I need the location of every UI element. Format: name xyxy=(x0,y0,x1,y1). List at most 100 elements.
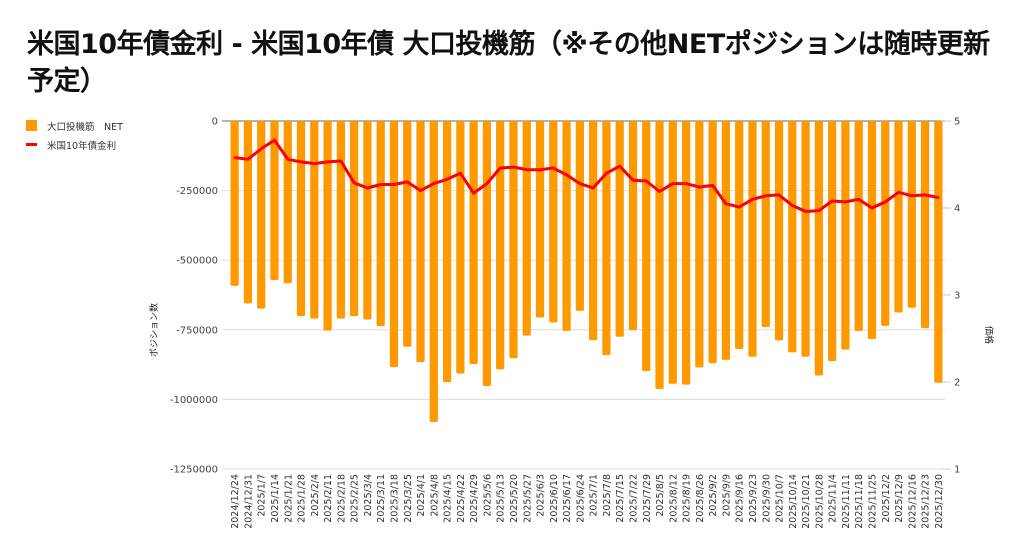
bar-2025/9/23[interactable] xyxy=(748,121,757,357)
yield-point-2025/6/3[interactable] xyxy=(538,168,542,171)
bar-2025/12/16[interactable] xyxy=(907,121,916,308)
yield-point-2025/9/16[interactable] xyxy=(737,205,741,209)
yield-point-2025/11/4[interactable] xyxy=(830,199,834,203)
bar-2025/7/1[interactable] xyxy=(589,121,598,341)
bar-2025/7/22[interactable] xyxy=(628,121,638,331)
yield-point-2025/1/7[interactable] xyxy=(259,147,263,151)
bar-2025/7/29[interactable] xyxy=(642,121,651,372)
yield-point-2025/7/15[interactable] xyxy=(618,165,621,168)
bar-2025/11/18[interactable] xyxy=(854,121,863,331)
yield-point-2025/10/28[interactable] xyxy=(817,209,821,212)
bar-2025/9/9[interactable] xyxy=(721,121,731,360)
yield-point-2025/11/18[interactable] xyxy=(857,198,860,201)
bar-2025/3/18[interactable] xyxy=(389,121,399,368)
bar-2025/2/18[interactable] xyxy=(336,121,345,319)
bar-2025/12/23[interactable] xyxy=(920,121,930,329)
yield-point-2025/12/9[interactable] xyxy=(897,191,900,194)
yield-point-2025/4/8[interactable] xyxy=(432,182,436,185)
bar-2025/12/9[interactable] xyxy=(894,121,903,313)
legend-item-yield[interactable]: 米国10年債金利 xyxy=(26,135,123,154)
yield-point-2025/4/15[interactable] xyxy=(445,178,449,181)
yield-point-2025/6/10[interactable] xyxy=(552,166,555,170)
yield-point-2025/9/2[interactable] xyxy=(711,184,714,187)
yield-point-2025/5/20[interactable] xyxy=(512,165,515,169)
yield-point-2025/4/22[interactable] xyxy=(459,172,462,175)
yield-point-2025/2/4[interactable] xyxy=(313,162,316,165)
bar-2025/10/28[interactable] xyxy=(814,121,823,376)
bar-2025/2/4[interactable] xyxy=(310,121,319,319)
yield-point-2025/12/2[interactable] xyxy=(884,200,887,204)
yield-point-2025/8/5[interactable] xyxy=(658,190,661,193)
yield-point-2025/12/30[interactable] xyxy=(937,196,940,199)
yield-point-2025/9/9[interactable] xyxy=(724,202,728,205)
yield-point-2025/7/1[interactable] xyxy=(591,186,595,190)
bar-2025/8/26[interactable] xyxy=(695,121,704,368)
bar-2025/5/27[interactable] xyxy=(522,121,531,336)
yield-point-2025/10/21[interactable] xyxy=(804,210,807,213)
yield-point-2024/12/24[interactable] xyxy=(233,156,236,159)
bar-2025/7/15[interactable] xyxy=(615,121,624,337)
bar-2025/7/8[interactable] xyxy=(602,121,611,356)
yield-point-2024/12/31[interactable] xyxy=(246,158,250,161)
yield-line[interactable] xyxy=(234,138,939,213)
bar-2025/5/6[interactable] xyxy=(482,121,492,387)
bar-2025/3/11[interactable] xyxy=(376,121,385,327)
yield-point-2025/6/17[interactable] xyxy=(565,173,568,177)
bar-2025/4/15[interactable] xyxy=(442,121,452,383)
bar-2025/11/11[interactable] xyxy=(841,121,850,350)
yield-point-2025/2/18[interactable] xyxy=(339,159,343,163)
bar-2025/1/28[interactable] xyxy=(296,121,306,317)
yield-point-2025/9/30[interactable] xyxy=(764,194,767,198)
yield-point-2025/7/29[interactable] xyxy=(645,179,648,183)
bar-2025/8/19[interactable] xyxy=(681,121,691,385)
bar-2025/3/25[interactable] xyxy=(403,121,412,347)
bar-2025/4/29[interactable] xyxy=(469,121,478,365)
yield-point-2025/4/1[interactable] xyxy=(419,189,422,192)
bar-2025/2/11[interactable] xyxy=(323,121,332,331)
bar-2025/6/10[interactable] xyxy=(549,121,558,323)
yield-point-2025/5/6[interactable] xyxy=(485,182,489,185)
bar-2025/5/20[interactable] xyxy=(509,121,518,359)
bar-2025/3/4[interactable] xyxy=(363,121,372,320)
yield-point-2025/5/27[interactable] xyxy=(525,168,528,171)
bar-2025/9/16[interactable] xyxy=(735,121,744,350)
yield-point-2025/9/23[interactable] xyxy=(751,198,754,201)
yield-point-2025/7/8[interactable] xyxy=(605,172,608,175)
bar-2025/1/7[interactable] xyxy=(257,121,266,309)
bar-2024/12/31[interactable] xyxy=(243,121,253,304)
yield-point-2025/2/25[interactable] xyxy=(352,181,356,184)
yield-point-2025/6/24[interactable] xyxy=(578,182,582,185)
yield-point-2025/1/21[interactable] xyxy=(286,158,289,161)
yield-point-2025/11/11[interactable] xyxy=(844,200,847,204)
yield-point-2025/7/22[interactable] xyxy=(631,178,635,182)
bar-2025/5/13[interactable] xyxy=(496,121,505,370)
yield-point-2025/12/23[interactable] xyxy=(923,193,927,197)
bar-2025/6/17[interactable] xyxy=(562,121,571,331)
bar-2025/4/8[interactable] xyxy=(429,121,438,422)
yield-point-2025/1/14[interactable] xyxy=(273,138,276,142)
yield-point-2025/3/11[interactable] xyxy=(379,183,382,186)
bar-2025/8/5[interactable] xyxy=(655,121,664,389)
bar-2025/8/12[interactable] xyxy=(668,121,677,384)
bar-2025/4/22[interactable] xyxy=(456,121,465,374)
bar-2025/6/24[interactable] xyxy=(575,121,584,311)
bar-2025/6/3[interactable] xyxy=(535,121,545,318)
yield-point-2025/8/19[interactable] xyxy=(684,182,688,185)
legend-item-net[interactable]: 大口投機筋 NET xyxy=(26,116,123,135)
bar-2025/10/14[interactable] xyxy=(788,121,797,353)
bar-2025/12/30[interactable] xyxy=(934,121,943,383)
bar-2025/1/21[interactable] xyxy=(283,121,292,284)
yield-point-2025/10/14[interactable] xyxy=(791,204,794,207)
yield-point-2025/8/12[interactable] xyxy=(671,182,675,185)
bar-2025/9/30[interactable] xyxy=(761,121,770,328)
yield-point-2025/3/18[interactable] xyxy=(392,183,396,186)
yield-point-2025/1/28[interactable] xyxy=(299,160,303,164)
yield-point-2025/3/25[interactable] xyxy=(406,180,409,184)
yield-point-2025/10/7[interactable] xyxy=(777,193,781,197)
yield-point-2025/5/13[interactable] xyxy=(498,166,502,170)
yield-point-2025/4/29[interactable] xyxy=(472,192,475,195)
bar-2025/1/14[interactable] xyxy=(270,121,279,280)
yield-point-2025/11/25[interactable] xyxy=(870,206,874,210)
bar-2025/12/2[interactable] xyxy=(881,121,890,326)
bar-2025/11/25[interactable] xyxy=(867,121,877,339)
